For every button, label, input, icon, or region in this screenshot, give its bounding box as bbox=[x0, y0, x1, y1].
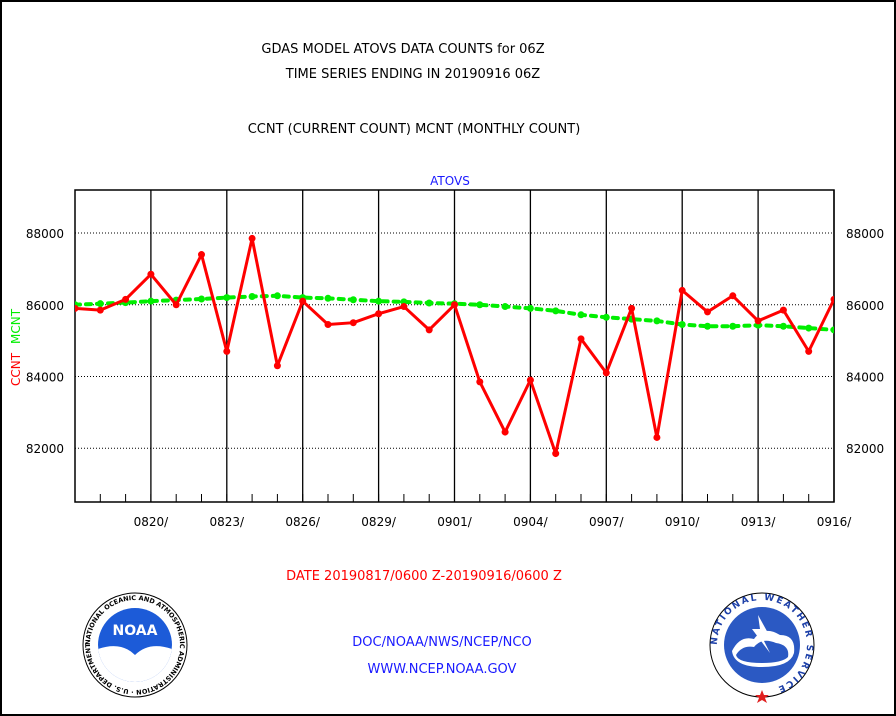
x-tick-label: 0904/ bbox=[513, 515, 549, 529]
series-ccnt bbox=[75, 234, 834, 458]
mcnt-point bbox=[248, 293, 256, 301]
mcnt-point bbox=[830, 326, 834, 334]
ccnt-point bbox=[273, 362, 281, 370]
y-axis-label-ccnt: CCNT bbox=[9, 352, 23, 386]
plot-grid bbox=[74, 190, 835, 502]
x-tick-label: 0907/ bbox=[589, 515, 625, 529]
mcnt-point bbox=[223, 294, 231, 302]
ccnt-point bbox=[75, 304, 79, 312]
y-axis-label-mcnt: MCNT bbox=[9, 308, 23, 344]
mcnt-point bbox=[577, 311, 585, 319]
mcnt-point bbox=[375, 297, 383, 305]
ccnt-point bbox=[805, 347, 813, 355]
mcnt-point bbox=[729, 322, 737, 330]
ccnt-point bbox=[248, 234, 256, 242]
mcnt-point bbox=[349, 296, 357, 304]
ccnt-point bbox=[375, 310, 383, 318]
mcnt-point bbox=[476, 301, 484, 309]
ccnt-point bbox=[779, 306, 787, 314]
ccnt-point bbox=[324, 320, 332, 328]
ccnt-point bbox=[198, 251, 205, 259]
x-tick-label: 0916/ bbox=[817, 515, 853, 529]
chart-title: GDAS MODEL ATOVS DATA COUNTS for 06Z bbox=[261, 42, 544, 57]
x-tick-label: 0910/ bbox=[665, 515, 701, 529]
ccnt-point bbox=[552, 450, 560, 458]
ccnt-point bbox=[704, 308, 711, 316]
ccnt-point bbox=[223, 347, 231, 355]
star-icon bbox=[755, 690, 769, 703]
mcnt-point bbox=[96, 300, 104, 308]
y-tick-label-left: 88000 bbox=[26, 227, 64, 241]
ccnt-point bbox=[526, 376, 534, 384]
y-tick-label-left: 84000 bbox=[26, 370, 64, 384]
date-range: DATE 20190817/0600 Z-20190916/0600 Z bbox=[286, 569, 562, 584]
ccnt-point bbox=[349, 319, 357, 327]
mcnt-point bbox=[526, 304, 534, 312]
ccnt-point bbox=[501, 428, 509, 436]
mcnt-point bbox=[653, 317, 661, 325]
y-tick-label-right: 86000 bbox=[846, 299, 884, 313]
y-tick-label-right: 88000 bbox=[846, 227, 884, 241]
footer-agency: DOC/NOAA/NWS/NCEP/NCO bbox=[352, 635, 531, 650]
ccnt-point bbox=[122, 295, 130, 303]
mcnt-point bbox=[198, 295, 205, 303]
x-tick-label: 0826/ bbox=[285, 515, 321, 529]
ccnt-point bbox=[678, 286, 686, 294]
x-tick-label: 0823/ bbox=[210, 515, 246, 529]
mcnt-point bbox=[678, 320, 686, 328]
chart-subtitle: TIME SERIES ENDING IN 20190916 06Z bbox=[285, 67, 541, 82]
mcnt-point bbox=[602, 313, 610, 321]
ccnt-point bbox=[754, 317, 762, 325]
nws-logo: NATIONAL WEATHER SERVICE bbox=[709, 592, 815, 703]
noaa-logo-text: NOAA bbox=[113, 623, 158, 639]
x-tick-label: 0901/ bbox=[437, 515, 473, 529]
y-tick-labels: 82000 82000 84000 84000 86000 86000 88000 88000 bbox=[26, 227, 884, 456]
ccnt-point bbox=[653, 433, 661, 441]
x-tick-label: 0820/ bbox=[134, 515, 170, 529]
mcnt-point bbox=[779, 322, 787, 330]
plot-border bbox=[74, 189, 835, 503]
ccnt-point bbox=[172, 301, 180, 309]
mcnt-point bbox=[501, 303, 509, 311]
y-tick-label-left: 86000 bbox=[26, 299, 64, 313]
y-tick-label-right: 82000 bbox=[846, 442, 884, 456]
mcnt-point bbox=[273, 292, 281, 300]
plot-label: ATOVS bbox=[430, 174, 470, 188]
ccnt-point bbox=[400, 303, 408, 311]
mcnt-point bbox=[147, 297, 155, 305]
mcnt-point bbox=[425, 299, 433, 307]
footer-website-link[interactable]: WWW.NCEP.NOAA.GOV bbox=[368, 662, 517, 677]
y-tick-label-left: 82000 bbox=[26, 442, 64, 456]
ccnt-point bbox=[96, 306, 104, 314]
ccnt-point bbox=[628, 304, 636, 312]
mcnt-point bbox=[805, 324, 813, 332]
noaa-logo: NOAA NATIONAL OCEANIC AND ATMOSPHERIC AD… bbox=[82, 592, 188, 698]
mcnt-point bbox=[324, 294, 332, 302]
ccnt-point bbox=[147, 270, 155, 278]
x-tick-label: 0829/ bbox=[361, 515, 397, 529]
x-tick-label: 0913/ bbox=[741, 515, 777, 529]
ccnt-point bbox=[577, 335, 585, 343]
ccnt-point bbox=[425, 326, 433, 334]
ccnt-point bbox=[476, 378, 484, 386]
legend-description: CCNT (CURRENT COUNT) MCNT (MONTHLY COUNT… bbox=[248, 122, 581, 137]
mcnt-point bbox=[704, 322, 711, 330]
ccnt-point bbox=[602, 369, 610, 377]
ccnt-point bbox=[830, 295, 834, 303]
y-tick-label-right: 84000 bbox=[846, 370, 884, 384]
ccnt-point bbox=[451, 301, 458, 309]
ccnt-point bbox=[299, 297, 307, 305]
ccnt-point bbox=[729, 292, 737, 300]
x-tick-labels: 0820/0823/0826/0829/0901/0904/0907/0910/… bbox=[134, 515, 853, 529]
mcnt-point bbox=[552, 307, 560, 315]
